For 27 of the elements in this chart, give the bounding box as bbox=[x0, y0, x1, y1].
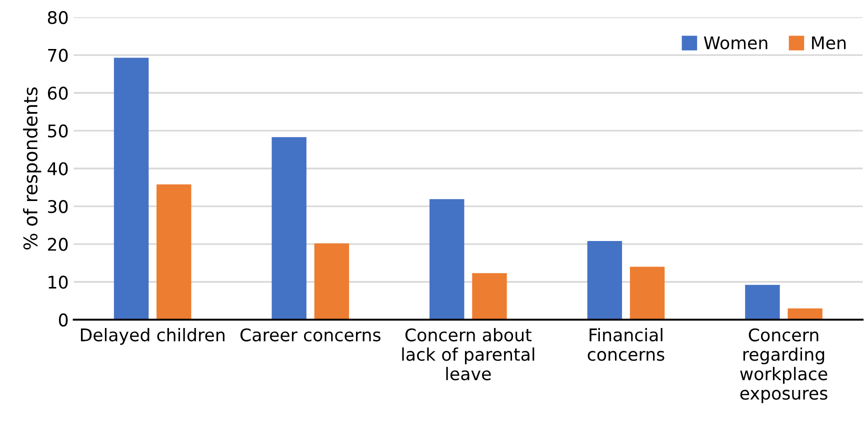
y-tick-label: 80 bbox=[48, 10, 68, 24]
x-tick-label: Concern regarding workplace exposures bbox=[740, 328, 828, 404]
bar bbox=[745, 284, 780, 320]
bar bbox=[630, 266, 665, 320]
y-axis-title: % of respondents bbox=[23, 87, 42, 250]
y-tick-label: 40 bbox=[48, 162, 68, 176]
y-tick-label: 70 bbox=[48, 48, 68, 62]
x-tick-label: Career concerns bbox=[240, 328, 380, 342]
x-tick-label: Concern about lack of parental leave bbox=[402, 328, 534, 380]
bar bbox=[788, 308, 822, 320]
bar bbox=[272, 137, 306, 320]
legend-label: Women bbox=[704, 36, 768, 50]
y-tick-label: 50 bbox=[48, 124, 68, 138]
legend-label: Men bbox=[812, 36, 846, 50]
y-tick-label: 30 bbox=[48, 200, 68, 214]
y-tick-label: 0 bbox=[58, 313, 68, 327]
bar bbox=[314, 243, 350, 320]
y-tick-label: 60 bbox=[48, 86, 68, 100]
bar bbox=[472, 273, 507, 320]
y-tick-label: 10 bbox=[48, 276, 68, 289]
x-tick-label: Delayed children bbox=[80, 328, 224, 345]
y-tick-label: 20 bbox=[48, 238, 68, 251]
x-tick-label: Financial concerns bbox=[588, 328, 664, 361]
bar bbox=[114, 58, 149, 320]
bar bbox=[587, 241, 622, 320]
bar bbox=[156, 184, 192, 320]
bar bbox=[430, 199, 464, 320]
